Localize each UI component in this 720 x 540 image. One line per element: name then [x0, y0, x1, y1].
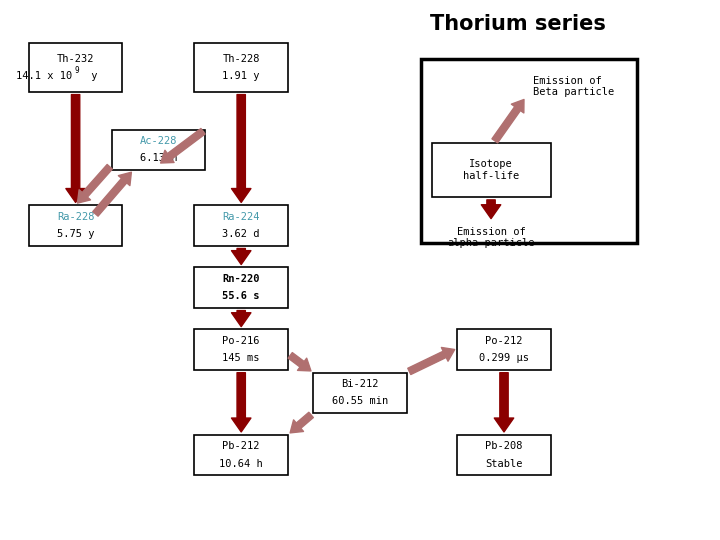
Text: Pb-208: Pb-208 — [485, 441, 523, 451]
FancyBboxPatch shape — [194, 435, 288, 475]
FancyBboxPatch shape — [457, 329, 551, 370]
Text: Po-216: Po-216 — [222, 336, 260, 346]
Text: 14.1 x 10: 14.1 x 10 — [16, 71, 72, 81]
Text: 145 ms: 145 ms — [222, 353, 260, 363]
Text: Ac-228: Ac-228 — [140, 136, 177, 146]
Text: Th-232: Th-232 — [57, 54, 94, 64]
FancyBboxPatch shape — [194, 205, 288, 246]
Text: 0.299 μs: 0.299 μs — [479, 353, 529, 363]
Text: Stable: Stable — [485, 458, 523, 469]
FancyBboxPatch shape — [194, 43, 288, 92]
Text: y: y — [85, 71, 97, 81]
Text: 5.75 y: 5.75 y — [57, 229, 94, 239]
Text: 3.62 d: 3.62 d — [222, 229, 260, 239]
FancyBboxPatch shape — [432, 143, 551, 197]
Text: 9: 9 — [74, 66, 78, 75]
Text: Isotope
half-life: Isotope half-life — [463, 159, 519, 181]
FancyBboxPatch shape — [112, 130, 205, 170]
FancyBboxPatch shape — [421, 59, 637, 243]
FancyBboxPatch shape — [29, 43, 122, 92]
Text: 10.64 h: 10.64 h — [220, 458, 263, 469]
FancyBboxPatch shape — [194, 267, 288, 308]
Text: Emission of
Beta particle: Emission of Beta particle — [533, 76, 614, 97]
Text: Rn-220: Rn-220 — [222, 274, 260, 284]
Text: Ra-228: Ra-228 — [57, 212, 94, 222]
Text: Emission of
alpha-particle: Emission of alpha-particle — [447, 227, 535, 248]
Text: Ra-224: Ra-224 — [222, 212, 260, 222]
Text: 55.6 s: 55.6 s — [222, 291, 260, 301]
FancyBboxPatch shape — [457, 435, 551, 475]
Text: Thorium series: Thorium series — [431, 14, 606, 35]
FancyBboxPatch shape — [194, 329, 288, 370]
Text: Th-228: Th-228 — [222, 54, 260, 64]
Text: Bi-212: Bi-212 — [341, 379, 379, 389]
Text: 6.13 h: 6.13 h — [140, 153, 177, 164]
Text: Pb-212: Pb-212 — [222, 441, 260, 451]
FancyBboxPatch shape — [29, 205, 122, 246]
Text: 60.55 min: 60.55 min — [332, 396, 388, 407]
Text: Po-212: Po-212 — [485, 336, 523, 346]
Text: 1.91 y: 1.91 y — [222, 71, 260, 81]
FancyBboxPatch shape — [313, 373, 407, 413]
